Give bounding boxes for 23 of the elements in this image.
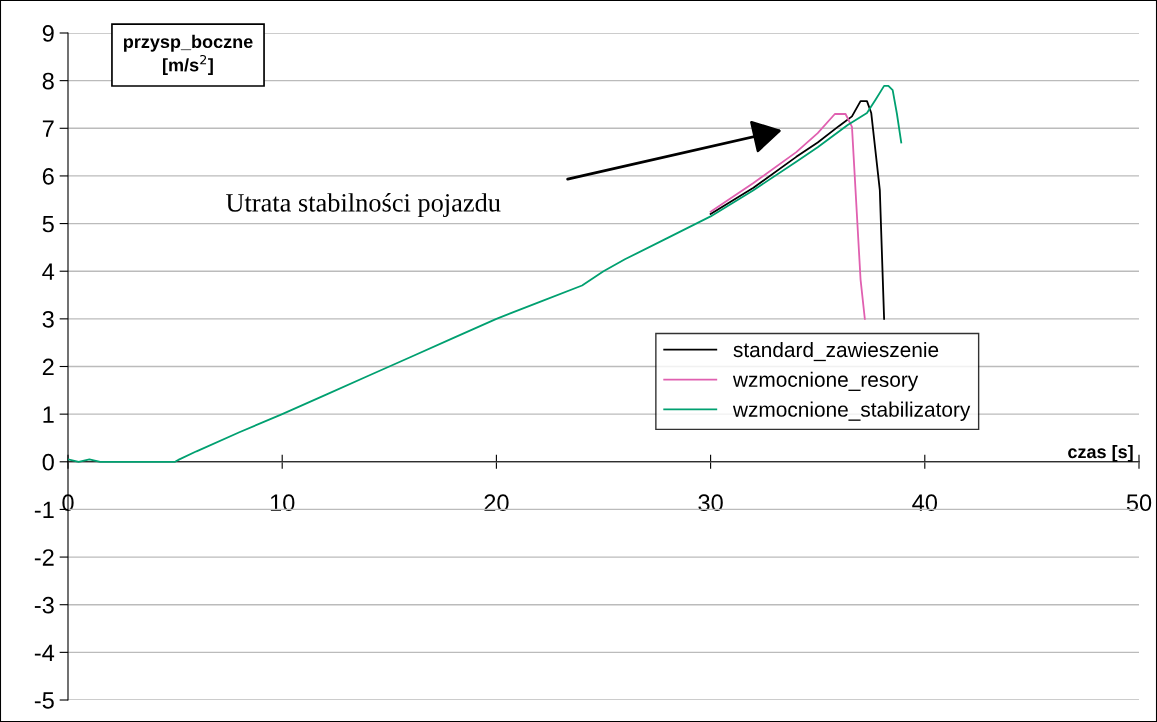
y-axis-title: przysp_boczne [m/s$^{2}$]	[123, 34, 253, 75]
y-tick-label: 6	[42, 168, 54, 185]
y-tick-label: 4	[42, 263, 55, 280]
y-tick-label: -4	[34, 644, 55, 661]
legend-label: standard_zawieszenie	[733, 341, 939, 362]
y-tick-label: -3	[34, 596, 54, 614]
annotation: Utrata stabilności pojazdu	[225, 193, 501, 218]
y-tick-label: 9	[42, 25, 54, 42]
x-axis-title: czas [s]	[1068, 444, 1133, 462]
y-tick-label: 8	[42, 72, 54, 90]
y-tick-label: 7	[42, 120, 54, 137]
y-tick-label: 2	[42, 358, 54, 376]
y-tick-label: 5	[42, 215, 54, 233]
y-tick-label: 3	[42, 310, 54, 328]
y-tick-label: 0	[42, 453, 54, 471]
y-tick-label: -2	[34, 549, 54, 566]
y-tick-label: -1	[34, 501, 54, 518]
y-tick-label: -5	[34, 692, 54, 709]
line-series	[709, 113, 866, 320]
legend-label: wzmocnione_resory	[732, 371, 919, 392]
legend-label: wzmocnione_stabilizatory	[732, 401, 971, 421]
y-tick-label: 1	[43, 406, 54, 423]
line-series	[709, 100, 886, 320]
